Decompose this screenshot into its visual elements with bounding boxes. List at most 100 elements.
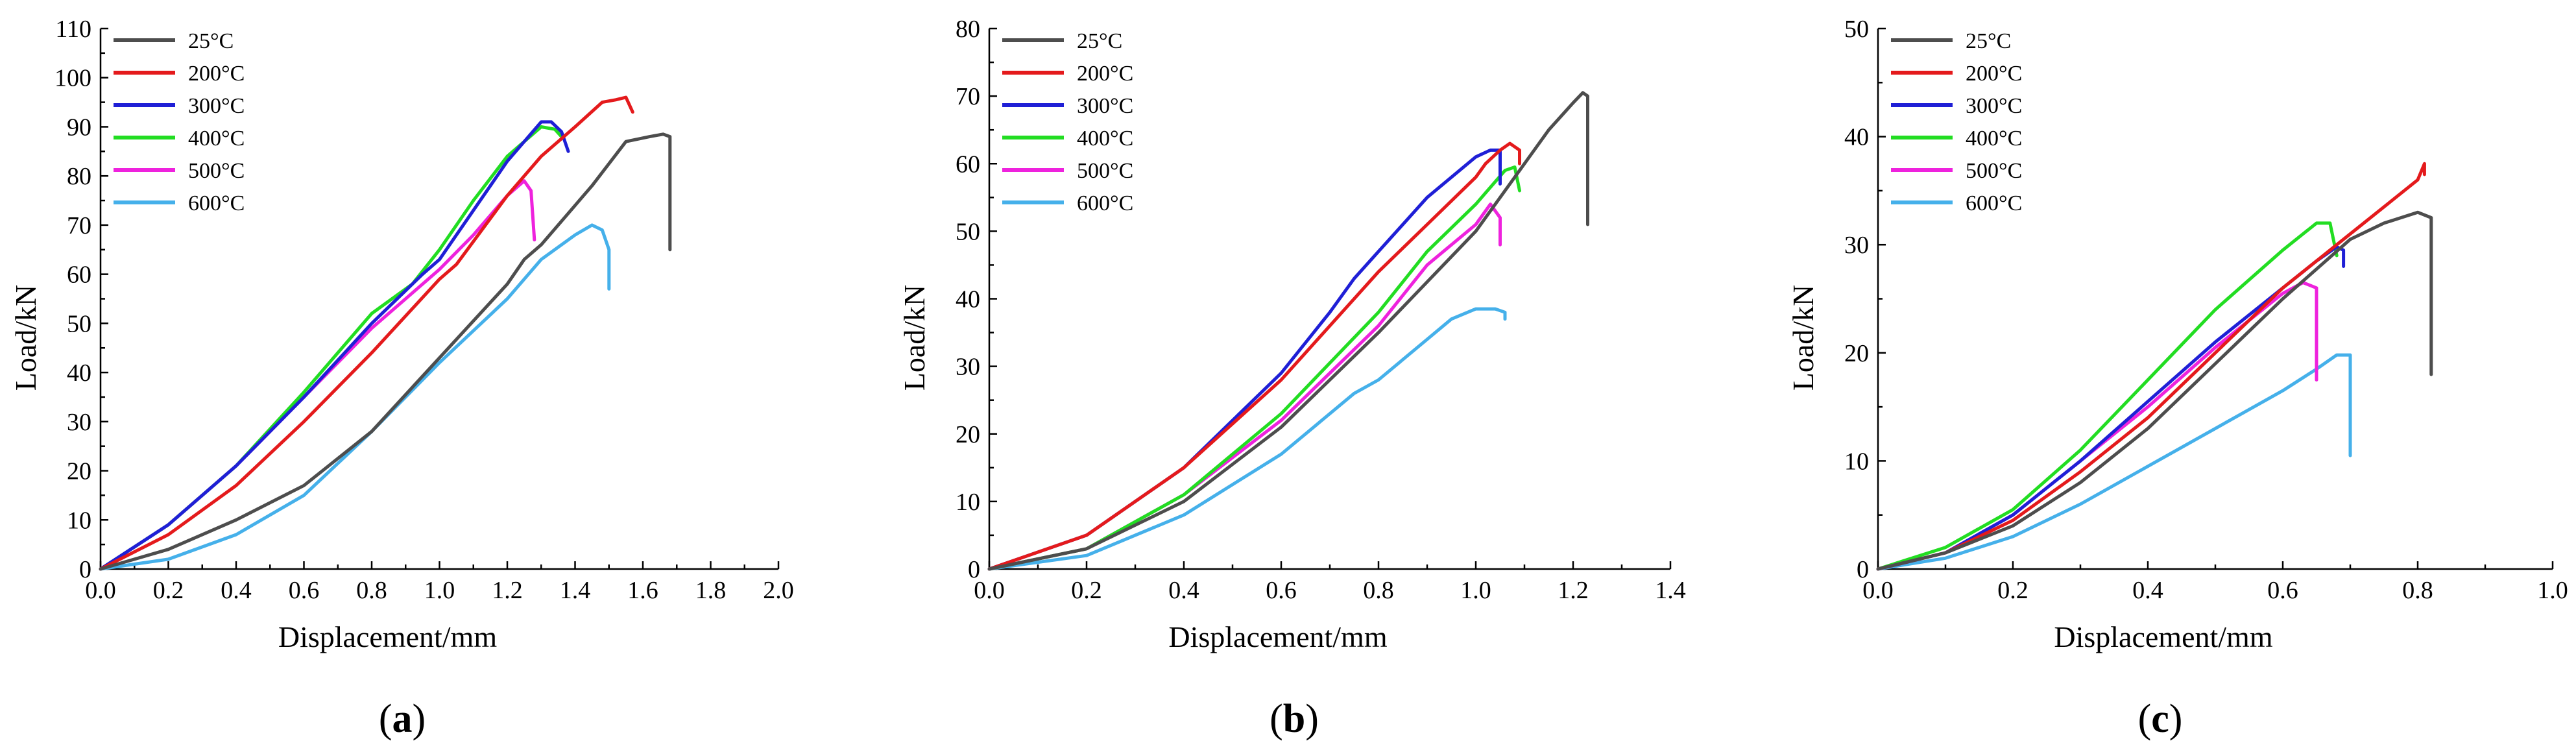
x-tick-label: 1.2 [492, 577, 523, 604]
series-line-600c [987, 307, 1507, 571]
x-tick-label: 0.4 [1168, 577, 1199, 604]
x-tick-label: 0.0 [85, 577, 116, 604]
y-tick-label: 60 [67, 261, 91, 289]
x-tick-label: 0.6 [1266, 577, 1297, 604]
x-tick-label: 1.2 [1558, 577, 1589, 604]
x-tick-label: 0.2 [1997, 577, 2028, 604]
x-tick-label: 0.2 [1071, 577, 1102, 604]
x-tick-label: 0.0 [1862, 577, 1894, 604]
legend-label: 200°C [1966, 62, 2022, 86]
y-tick-label: 30 [1844, 232, 1869, 259]
legend-label: 200°C [188, 62, 245, 86]
y-tick-label: 0 [1857, 556, 1869, 583]
legend-label: 400°C [1966, 127, 2022, 151]
y-tick-label: 0 [968, 556, 980, 583]
series-line-400c [1876, 221, 2339, 571]
legend-label: 600°C [1077, 191, 1133, 215]
series-line-25c [987, 91, 1589, 571]
series-line-500c [987, 202, 1502, 571]
x-tick-label: 0.4 [2132, 577, 2163, 604]
y-tick-label: 40 [1844, 124, 1869, 151]
y-tick-label: 10 [1844, 448, 1869, 475]
legend-label: 25°C [1966, 29, 2011, 53]
x-tick-label: 1.4 [560, 577, 591, 604]
y-tick-label: 70 [67, 212, 91, 239]
series-line-400c [99, 125, 564, 571]
x-tick-label: 0.8 [1363, 577, 1394, 604]
legend-label: 300°C [1966, 94, 2022, 118]
legend-label: 300°C [188, 94, 245, 118]
legend-label: 500°C [1966, 159, 2022, 183]
x-axis-title: Displacement/mm [1168, 620, 1387, 653]
legend-label: 300°C [1077, 94, 1133, 118]
legend-label: 200°C [1077, 62, 1133, 86]
x-tick-label: 0.6 [289, 577, 320, 604]
y-tick-label: 50 [67, 310, 91, 337]
y-tick-label: 20 [956, 421, 980, 448]
y-tick-label: 40 [67, 359, 91, 387]
legend-label: 25°C [1077, 29, 1122, 53]
y-tick-label: 10 [67, 507, 91, 534]
y-tick-label: 70 [956, 83, 980, 110]
legend-label: 400°C [1077, 127, 1133, 151]
y-tick-label: 50 [956, 218, 980, 245]
legend-label: 500°C [188, 159, 245, 183]
y-axis-title: Load/kN [898, 285, 931, 391]
y-tick-label: 50 [1844, 16, 1869, 43]
y-tick-label: 30 [67, 409, 91, 436]
panel-label: (c) [2138, 697, 2183, 741]
series-line-500c [1876, 281, 2318, 571]
legend-label: 600°C [1966, 191, 2022, 215]
y-tick-label: 20 [1844, 340, 1869, 367]
y-axis-title: Load/kN [1787, 285, 1820, 391]
series-line-25c [99, 132, 672, 571]
series-line-600c [1876, 353, 2352, 571]
x-tick-label: 1.4 [1655, 577, 1686, 604]
y-tick-label: 60 [956, 151, 980, 178]
legend-label: 600°C [188, 191, 245, 215]
series-line-200c [99, 95, 634, 571]
y-tick-label: 100 [54, 65, 91, 92]
series-line-200c [987, 141, 1521, 571]
x-tick-label: 0.2 [153, 577, 184, 604]
x-tick-label: 0.8 [2402, 577, 2433, 604]
x-tick-label: 1.0 [424, 577, 455, 604]
series-line-400c [987, 165, 1521, 571]
series-line-25c [1876, 210, 2433, 571]
series-line-200c [1876, 162, 2426, 571]
x-axis-title: Displacement/mm [2054, 620, 2272, 653]
x-tick-label: 0.8 [356, 577, 387, 604]
y-tick-label: 20 [67, 458, 91, 485]
legend-label: 400°C [188, 127, 245, 151]
y-tick-label: 10 [956, 489, 980, 516]
x-tick-label: 1.8 [695, 577, 727, 604]
series-line-600c [99, 223, 611, 571]
legend-label: 500°C [1077, 159, 1133, 183]
legend-label: 25°C [188, 29, 234, 53]
chart-panel-c: 0.0 0.2 0.4 0.6 0.8 1.0 0 10 20 30 40 50 Displacemen… [1787, 16, 2568, 741]
x-tick-label: 0.4 [221, 577, 252, 604]
panel-label-letter: a [392, 697, 413, 741]
y-axis-title: Load/kN [9, 285, 42, 391]
chart-panel-a: 0.0 0.2 0.4 0.6 0.8 1.0 1.2 1.4 1.6 1.8 2.0 0 10 20 30… [9, 16, 794, 741]
chart-panel-b: 0.0 0.2 0.4 0.6 0.8 1.0 1.2 1.4 0 10 20 30 40 50 60 70 8… [898, 16, 1686, 741]
x-tick-label: 0.0 [974, 577, 1005, 604]
panel-label: (a) [379, 697, 426, 741]
x-tick-label: 0.6 [2267, 577, 2298, 604]
x-tick-label: 1.0 [2537, 577, 2568, 604]
panel-label-letter: c [2151, 697, 2169, 741]
y-tick-label: 30 [956, 354, 980, 381]
panel-label-letter: b [1283, 697, 1305, 741]
y-tick-label: 90 [67, 114, 91, 141]
panel-label: (b) [1270, 697, 1319, 741]
y-tick-label: 40 [956, 286, 980, 313]
y-tick-label: 80 [67, 163, 91, 190]
x-tick-label: 2.0 [763, 577, 794, 604]
series-line-300c [987, 148, 1502, 571]
x-axis-title: Displacement/mm [278, 620, 497, 653]
y-tick-label: 110 [55, 16, 91, 43]
x-tick-label: 1.0 [1460, 577, 1491, 604]
series-line-300c [99, 120, 570, 571]
y-tick-label: 80 [956, 16, 980, 43]
